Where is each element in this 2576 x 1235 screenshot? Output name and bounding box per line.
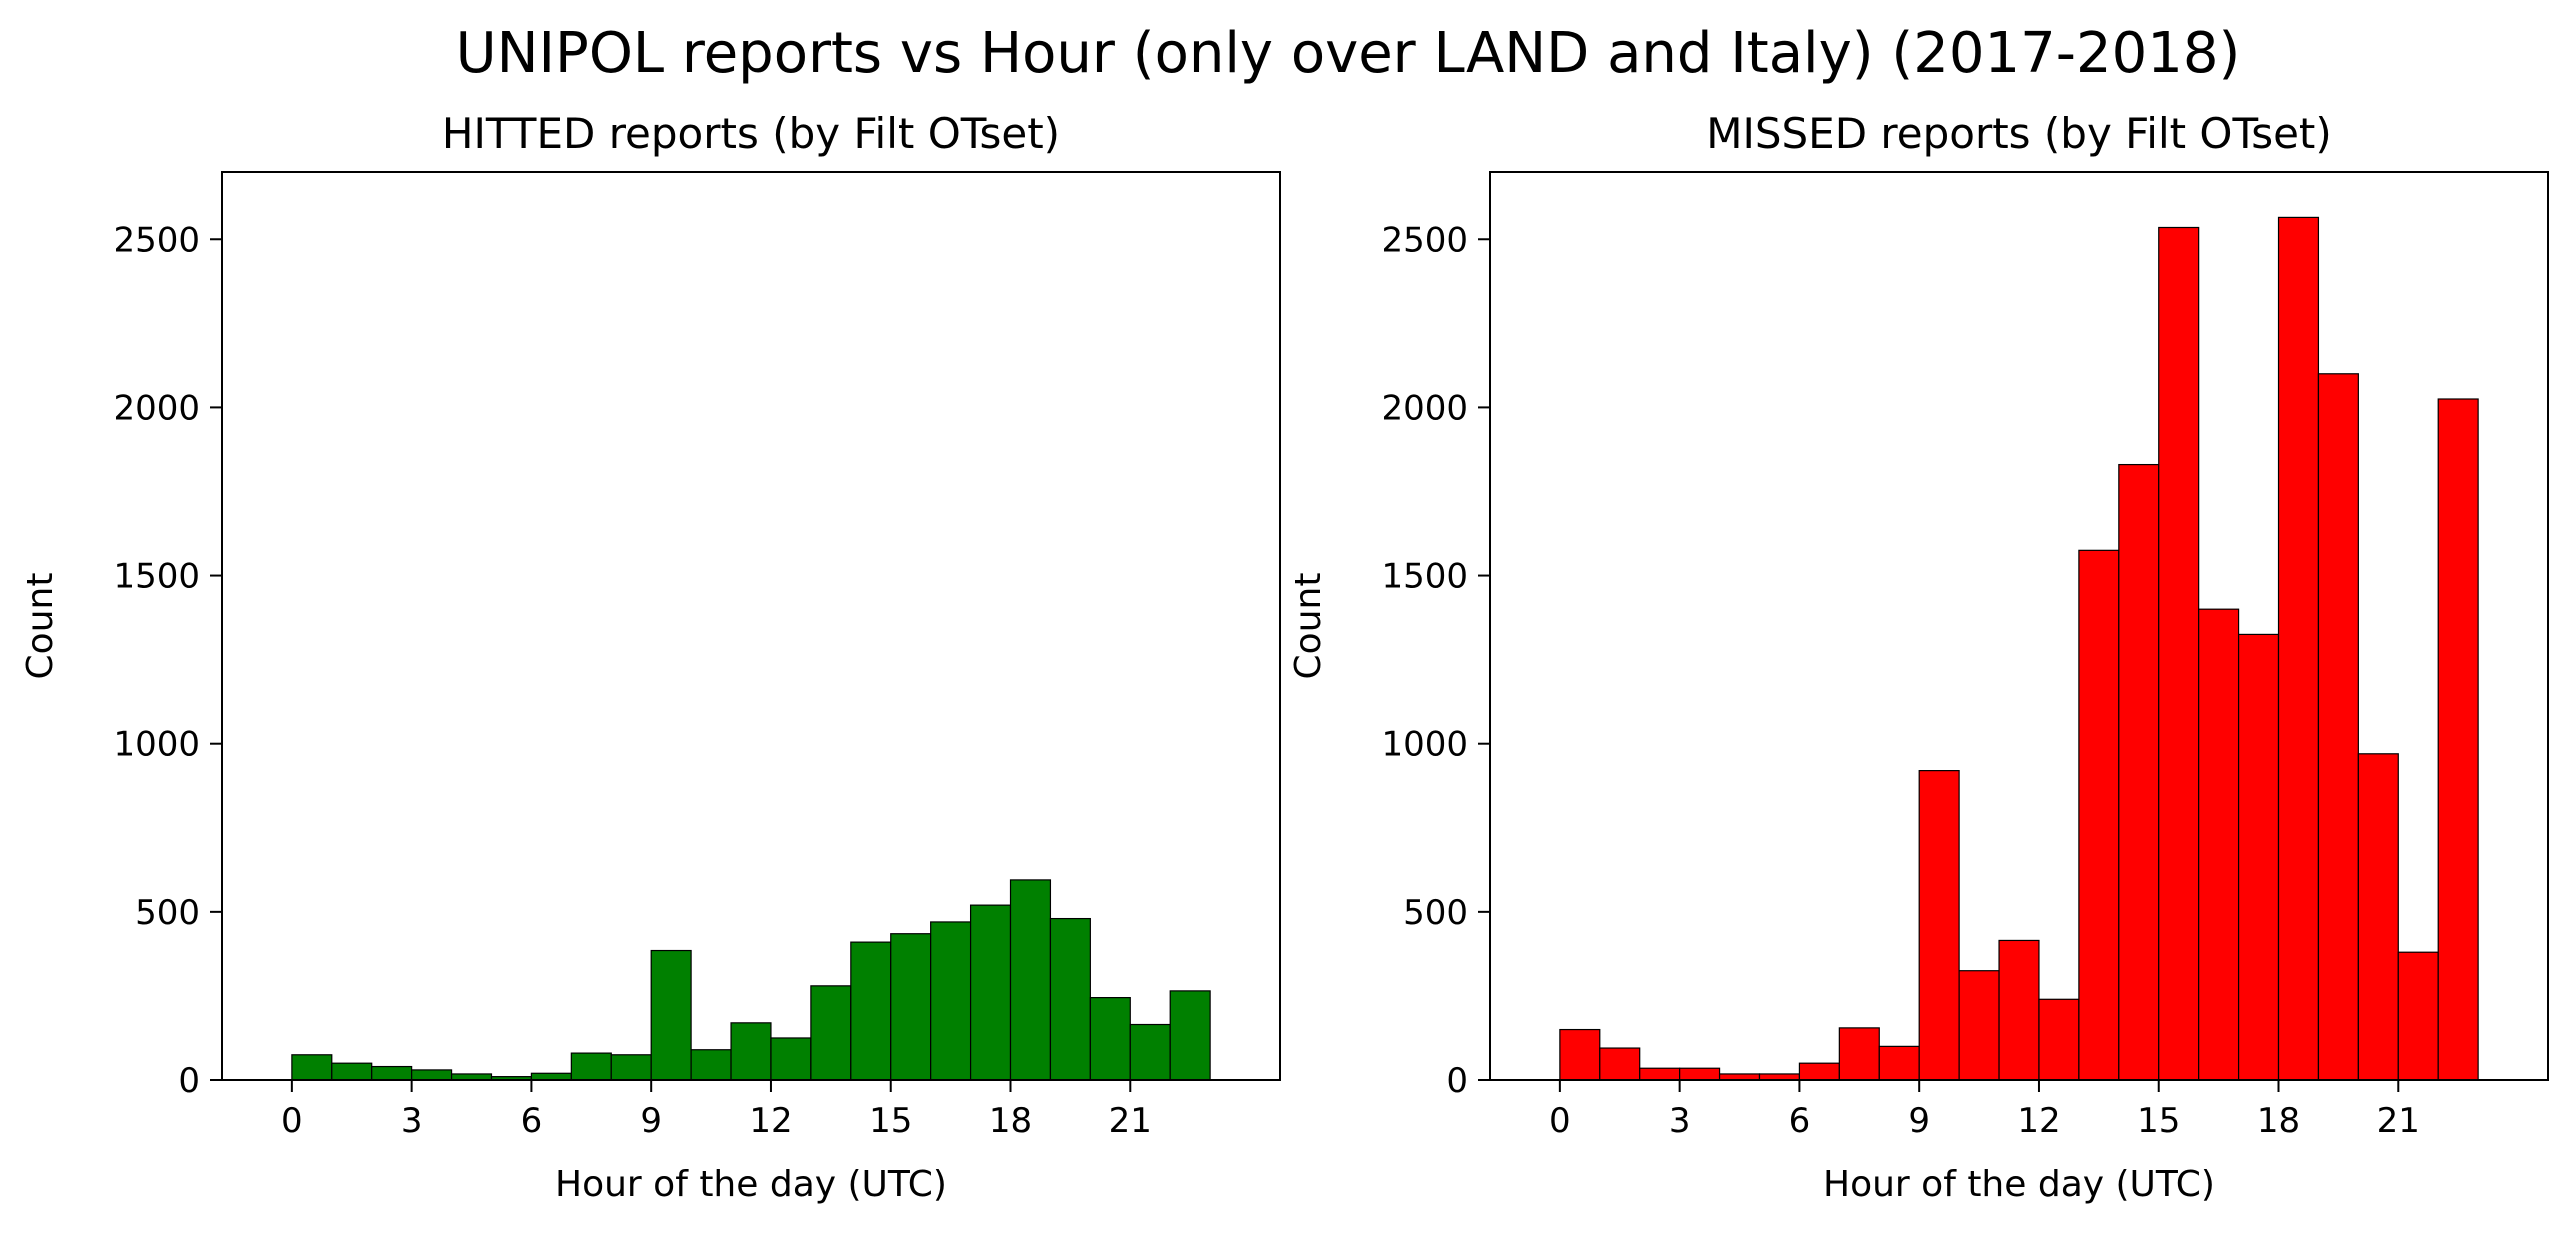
x-tick-label: 9 [640, 1101, 662, 1141]
histogram-bar [610, 1054, 652, 1081]
histogram-bar [850, 941, 892, 1081]
histogram-bar [1559, 1028, 1601, 1081]
x-tick-label: 0 [281, 1101, 303, 1141]
x-tick-label: 6 [521, 1101, 543, 1141]
histogram-bar [331, 1062, 373, 1081]
y-tick-label: 2000 [1381, 388, 1468, 428]
y-tick-label: 2000 [113, 388, 200, 428]
x-tick-label: 12 [2017, 1101, 2060, 1141]
y-tick-label: 1500 [1381, 557, 1468, 597]
histogram-bar [2158, 226, 2200, 1081]
histogram-bar [650, 949, 692, 1081]
bars-missed [1559, 216, 2479, 1081]
y-tick-label: 500 [135, 893, 200, 933]
x-axis-label: Hour of the day (UTC) [555, 1164, 947, 1205]
histogram-bar [570, 1052, 612, 1081]
histogram-bar [930, 921, 972, 1081]
y-tick-label: 2500 [1381, 220, 1468, 260]
histogram-bar [2357, 753, 2399, 1081]
histogram-bar [1679, 1067, 1721, 1081]
histogram-bar [1169, 990, 1211, 1081]
x-tick-label: 3 [1669, 1101, 1691, 1141]
histogram-bar [1049, 917, 1091, 1081]
y-tick-label: 1500 [113, 557, 200, 597]
x-tick-label: 21 [2377, 1101, 2420, 1141]
histogram-bar [890, 933, 932, 1081]
x-tick-label: 18 [2257, 1101, 2300, 1141]
x-tick-label: 0 [1549, 1101, 1571, 1141]
histogram-bar [1009, 879, 1052, 1081]
x-axis-ticks: 0 3 6 9 12 15 18 21 [1549, 1080, 2420, 1141]
histogram-bar [1918, 770, 1960, 1081]
histogram-bar [2277, 216, 2320, 1081]
x-tick-label: 9 [1908, 1101, 1930, 1141]
histogram-bar [690, 1049, 732, 1081]
histogram-bar [1639, 1067, 1681, 1081]
histogram-bar [810, 985, 852, 1081]
histogram-bar [2078, 549, 2120, 1081]
x-tick-label: 12 [749, 1101, 792, 1141]
histogram-bar [411, 1069, 453, 1081]
histogram-bar [770, 1037, 812, 1081]
panel-title: HITTED reports (by Filt OTset) [442, 109, 1060, 158]
y-axis-ticks: 0 500 1000 1500 2000 2500 [113, 220, 222, 1101]
x-tick-label: 18 [989, 1101, 1032, 1141]
y-axis-ticks: 0 500 1000 1500 2000 2500 [1381, 220, 1490, 1101]
histogram-bar [2317, 373, 2359, 1081]
y-tick-label: 0 [1446, 1061, 1468, 1101]
histogram-bar [371, 1065, 413, 1081]
plot-frame [1489, 171, 2549, 1081]
figure-suptitle: UNIPOL reports vs Hour (only over LAND a… [456, 21, 2241, 86]
histogram-bar [2198, 608, 2240, 1081]
histogram-bar [1998, 939, 2040, 1081]
plot-frame [221, 171, 1281, 1081]
y-tick-label: 1000 [1381, 725, 1468, 765]
histogram-bar [1089, 997, 1131, 1081]
histogram-bar [1798, 1062, 1840, 1081]
y-tick-label: 0 [178, 1061, 200, 1101]
x-tick-label: 15 [869, 1101, 912, 1141]
y-tick-label: 2500 [113, 220, 200, 260]
y-tick-label: 500 [1403, 893, 1468, 933]
panel-hitted: 0 3 6 9 12 15 18 21 0 500 1000 1500 2000 2500 HITTED… [20, 109, 1281, 1205]
bars-hitted [291, 879, 1211, 1081]
histogram-bar [2237, 633, 2280, 1081]
histogram-bar [969, 904, 1012, 1081]
y-axis-label: Count [1288, 573, 1329, 680]
histogram-bar [1958, 970, 2000, 1081]
histogram-bar [530, 1072, 572, 1081]
panel-missed: 0 3 6 9 12 15 18 21 0 500 1000 1500 2000 2500 MISSED… [1288, 109, 2549, 1205]
y-tick-label: 1000 [113, 725, 200, 765]
histogram-bar [730, 1022, 772, 1081]
x-tick-label: 21 [1109, 1101, 1152, 1141]
histogram-bar [2437, 398, 2479, 1081]
histogram-bar [2038, 998, 2080, 1081]
histogram-bar [2397, 951, 2439, 1081]
histogram-bar [1838, 1027, 1880, 1081]
x-tick-label: 3 [401, 1101, 423, 1141]
histogram-bar [1129, 1023, 1171, 1081]
histogram-bar [291, 1054, 333, 1081]
panel-title: MISSED reports (by Filt OTset) [1706, 109, 2332, 158]
x-tick-label: 15 [2137, 1101, 2180, 1141]
histogram-bar [1878, 1045, 1920, 1081]
x-axis-ticks: 0 3 6 9 12 15 18 21 [281, 1080, 1152, 1141]
histogram-bar [2118, 463, 2160, 1081]
y-axis-label: Count [20, 573, 61, 680]
x-axis-label: Hour of the day (UTC) [1823, 1164, 2215, 1205]
histogram-bar [1599, 1047, 1641, 1081]
x-tick-label: 6 [1789, 1101, 1811, 1141]
